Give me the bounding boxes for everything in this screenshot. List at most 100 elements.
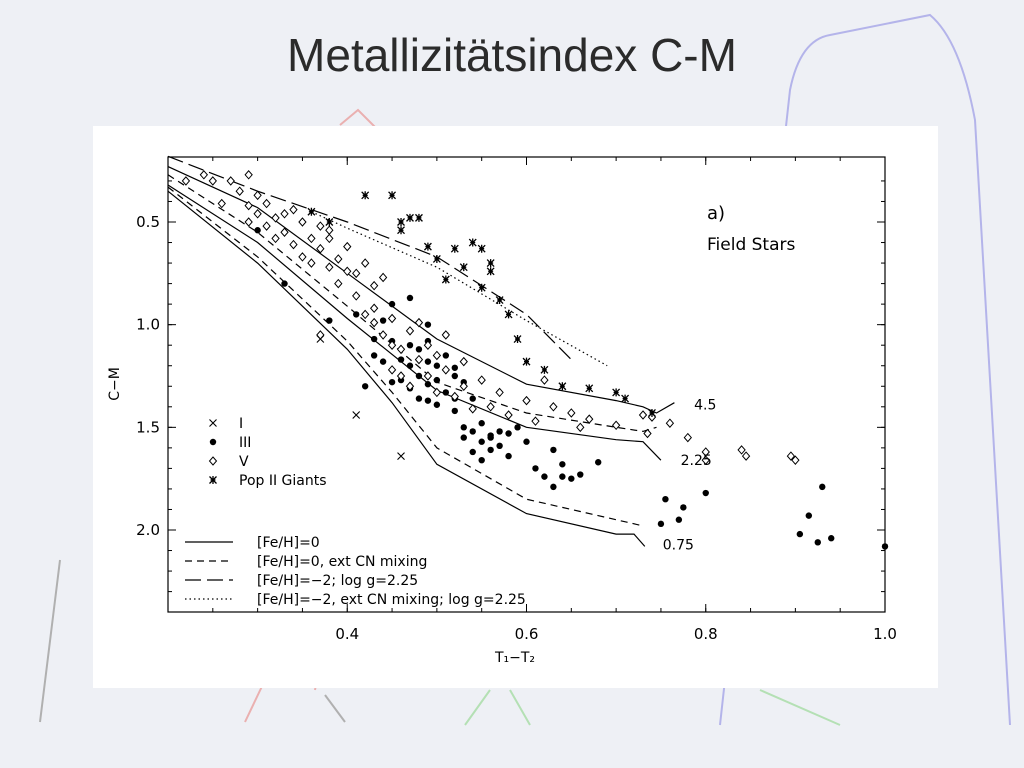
curve-label: 4.5	[694, 398, 716, 414]
legend-line-label: [Fe/H]=−2, ext CN mixing; log g=2.25	[257, 592, 526, 608]
point-diamond	[253, 190, 262, 201]
point-diamond	[585, 414, 594, 424]
point-dot	[662, 496, 669, 503]
point-dot	[379, 358, 387, 365]
point-dot	[550, 446, 557, 454]
point-diamond	[226, 176, 235, 186]
point-diamond	[477, 375, 486, 385]
point-diamond	[271, 233, 280, 244]
point-dot	[702, 489, 709, 497]
point-diamond	[298, 217, 307, 227]
point-diamond	[423, 340, 433, 350]
point-diamond	[737, 445, 746, 455]
point-diamond	[387, 365, 397, 375]
point-dot	[568, 475, 575, 482]
point-asterisk	[432, 254, 441, 263]
slide-title: Metallizitätsindex C-M	[287, 29, 737, 81]
legend-marker-asterisk	[209, 476, 217, 484]
point-diamond	[352, 291, 361, 301]
point-diamond	[432, 350, 442, 361]
point-diamond	[441, 365, 451, 375]
point-dot	[326, 317, 333, 324]
point-diamond	[343, 241, 352, 252]
point-diamond	[334, 278, 343, 289]
point-dot	[469, 428, 476, 435]
deco-line-green	[464, 689, 841, 726]
point-dot	[514, 424, 521, 431]
deco-line-blue	[719, 13, 1011, 726]
point-diamond	[405, 326, 415, 336]
point-dot	[415, 372, 423, 380]
point-diamond	[369, 317, 379, 328]
point-diamond	[405, 381, 415, 392]
point-diamond	[280, 209, 289, 219]
axis-ticks: 0.4 0.6 0.8 1.0 0.5 1.0 1.5 2.0	[136, 157, 897, 643]
point-diamond	[235, 186, 244, 196]
point-dot	[397, 356, 405, 363]
point-asterisk	[406, 213, 414, 222]
point-dot	[469, 395, 476, 402]
point-diamond	[396, 344, 406, 355]
point-dot	[805, 512, 813, 519]
legend-marker-label: V	[239, 454, 249, 470]
point-dot	[433, 362, 441, 369]
point-dot	[595, 459, 602, 466]
point-dot	[388, 300, 396, 308]
point-diamond	[325, 233, 334, 244]
point-asterisk	[307, 207, 316, 216]
point-asterisk	[486, 267, 495, 276]
point-dot	[496, 442, 503, 450]
point-diamond	[334, 254, 343, 264]
scatter-chart: 0.4 0.6 0.8 1.00.51.01.52.0 4.52.250.75 a) …	[107, 155, 897, 666]
point-diamond	[567, 408, 576, 418]
point-dot	[433, 401, 441, 408]
point-dot	[559, 461, 566, 468]
point-asterisk	[522, 357, 531, 366]
legend-line-label: [Fe/H]=0, ext CN mixing	[257, 554, 427, 570]
point-asterisk	[648, 408, 656, 417]
point-asterisk	[459, 263, 468, 272]
point-dot	[361, 383, 369, 390]
point-diamond	[665, 418, 675, 428]
point-diamond	[432, 387, 442, 398]
point-diamond	[786, 451, 796, 461]
curve-dashed	[167, 174, 657, 433]
point-dot	[415, 346, 423, 353]
point-dot	[657, 520, 665, 528]
point-dot	[451, 364, 458, 371]
y-tick-label: 1.0	[136, 316, 160, 334]
point-dot	[532, 465, 539, 472]
point-cross	[397, 452, 405, 460]
point-dot	[496, 428, 503, 435]
point-diamond	[199, 170, 209, 180]
legend-marker-label: Pop II Giants	[239, 473, 327, 489]
point-asterisk	[468, 238, 477, 247]
point-asterisk	[621, 394, 630, 403]
point-diamond	[244, 217, 253, 227]
point-dot	[796, 530, 804, 538]
point-diamond	[244, 200, 253, 211]
point-dot	[442, 352, 450, 359]
point-diamond	[181, 176, 191, 186]
point-dot	[541, 473, 548, 480]
point-dot	[424, 381, 432, 388]
point-dot	[406, 362, 414, 369]
point-diamond	[540, 375, 549, 385]
curve-solid	[167, 184, 662, 461]
point-asterisk	[450, 244, 459, 253]
point-dot	[487, 432, 494, 439]
point-dot	[550, 483, 557, 491]
point-dot	[406, 294, 414, 302]
point-diamond	[307, 233, 316, 244]
point-diamond	[244, 170, 253, 180]
point-dot	[505, 430, 512, 437]
point-dot	[254, 227, 261, 234]
point-diamond	[468, 404, 477, 414]
point-diamond	[325, 225, 334, 235]
point-diamond	[369, 303, 379, 313]
point-dot	[281, 280, 288, 287]
point-diamond	[531, 416, 540, 426]
point-asterisk	[495, 296, 504, 305]
point-diamond	[280, 227, 289, 238]
